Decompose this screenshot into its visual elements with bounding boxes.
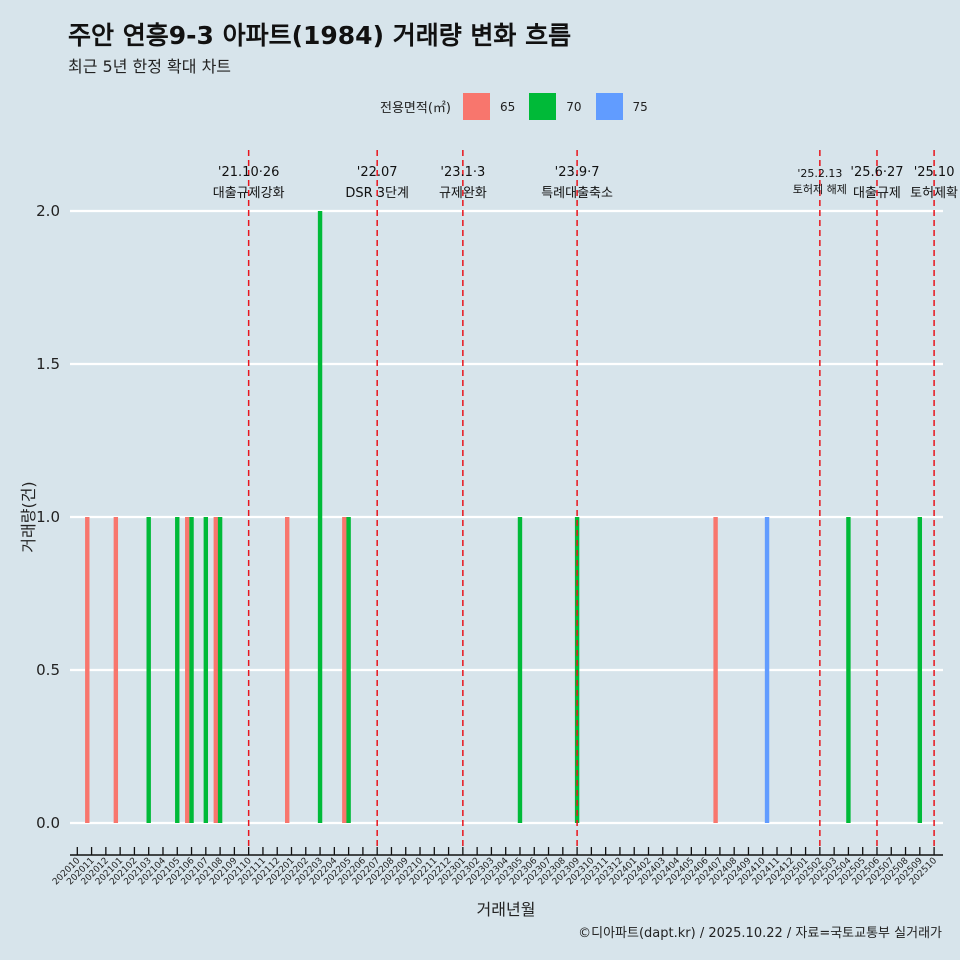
bar-75-202410 (764, 517, 770, 823)
event-date: '21.10·26 (218, 165, 279, 180)
bar-70-202103 (146, 517, 151, 823)
event-label: 대출규제강화 (213, 186, 285, 201)
y-tick-label: 0.0 (36, 814, 60, 832)
chart-title: 주안 연흥9-3 아파트(1984) 거래량 변화 흐름 (68, 21, 572, 50)
y-axis-title: 거래량(건) (19, 481, 38, 552)
bar-70-202205 (346, 517, 351, 823)
y-tick-label: 1.5 (36, 355, 60, 373)
bar-70-202203 (317, 211, 323, 823)
legend-key-70 (529, 93, 557, 120)
legend-key-65 (462, 93, 490, 120)
legend-title: 전용면적(㎡) (380, 101, 451, 116)
x-axis-title: 거래년월 (477, 900, 536, 919)
y-tick-label: 2.0 (36, 202, 60, 220)
legend: 전용면적(㎡) 65 70 75 (380, 93, 654, 120)
bar-70-202107 (203, 517, 209, 823)
y-tick-label: 0.5 (36, 661, 60, 679)
event-date: '23.1·3 (440, 165, 485, 180)
bar-65-202011 (85, 517, 90, 823)
event-label: DSR 3단계 (345, 186, 409, 201)
event-label: 토허제확 (910, 186, 958, 201)
bar-65-202201 (285, 517, 290, 823)
legend-label-65: 65 (499, 99, 516, 114)
event-date: '25.6·27 (850, 165, 903, 180)
event-label: 대출규제 (853, 186, 901, 201)
legend-label-75: 75 (632, 99, 648, 114)
event-label: 토허제 해제 (793, 182, 847, 196)
bar-65-202108 (213, 517, 218, 823)
event-label: 특례대출축소 (541, 186, 613, 201)
bar-70-202108 (217, 517, 223, 823)
chart-subtitle: 최근 5년 한정 확대 차트 (68, 57, 232, 76)
legend-key-75 (595, 93, 623, 120)
bar-70-202509 (917, 517, 923, 823)
legend-label-70: 70 (566, 99, 582, 114)
bar-70-202105 (175, 517, 180, 823)
bar-65-202106 (185, 517, 190, 823)
bar-70-202305 (517, 517, 523, 823)
bar-65-202205 (342, 517, 347, 823)
y-tick-label: 1.0 (36, 508, 60, 526)
event-label: 규제완화 (439, 186, 487, 201)
bar-65-202101 (113, 517, 119, 823)
event-date: '22.07 (357, 165, 398, 180)
event-date: '25.10 (914, 165, 955, 180)
event-date: '25.2.13 (797, 167, 842, 180)
bar-70-202106 (189, 517, 194, 823)
bar-70-202504 (846, 517, 851, 823)
bar-65-202407 (713, 517, 718, 823)
event-date: '23.9·7 (555, 165, 600, 180)
caption: ©디아파트(dapt.kr) / 2025.10.22 / 자료=국토교통부 실… (578, 926, 942, 941)
